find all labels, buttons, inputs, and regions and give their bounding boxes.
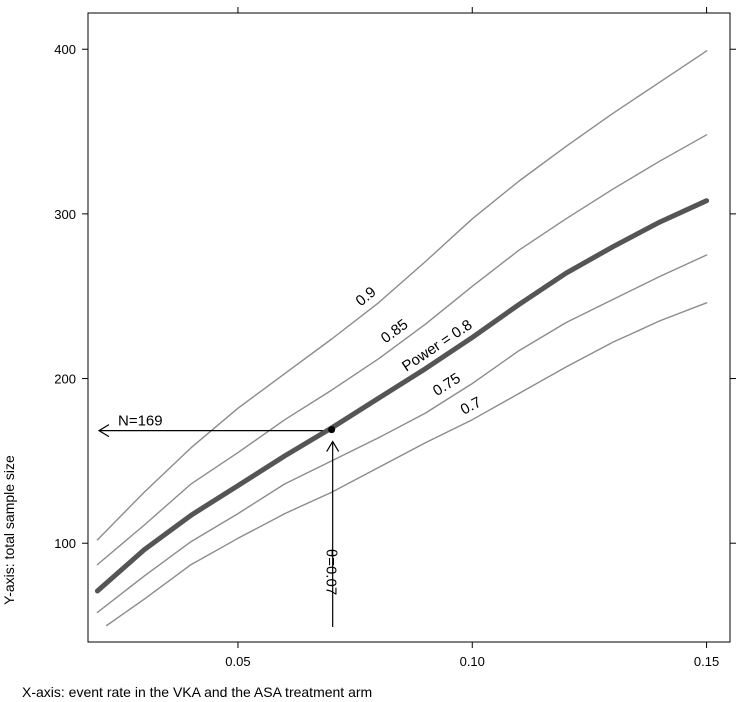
y-tick-label: 100	[54, 536, 76, 551]
n-label: N=169	[118, 413, 163, 430]
axis-ticks: 0.05 0.10 0.15 100 200 300 400	[54, 7, 736, 669]
operating-point	[328, 426, 336, 434]
curve-label: 0.85	[378, 316, 412, 347]
series-line	[96, 254, 708, 614]
y-axis-label: Y-axis: total sample size	[1, 455, 17, 605]
series-line	[96, 50, 708, 541]
x-tick-label: 0.15	[694, 654, 719, 669]
y-tick-label: 400	[54, 42, 76, 57]
x-tick-label: 0.05	[225, 654, 250, 669]
series-line	[106, 302, 708, 627]
plot-frame	[87, 12, 731, 643]
annotations: N=169 θ=0.07	[97, 413, 340, 627]
x-tick-label: 0.10	[460, 654, 485, 669]
curve-label: 0.75	[430, 370, 464, 400]
theta-arrowhead	[326, 440, 340, 452]
n-arrowhead	[97, 424, 110, 438]
series-line	[94, 198, 710, 594]
y-tick-label: 200	[54, 372, 76, 387]
curves	[94, 50, 710, 627]
series-line	[96, 134, 708, 566]
y-tick-label: 300	[54, 207, 76, 222]
theta-label: θ=0.07	[323, 549, 340, 595]
x-axis-label: X-axis: event rate in the VKA and the AS…	[22, 684, 372, 700]
